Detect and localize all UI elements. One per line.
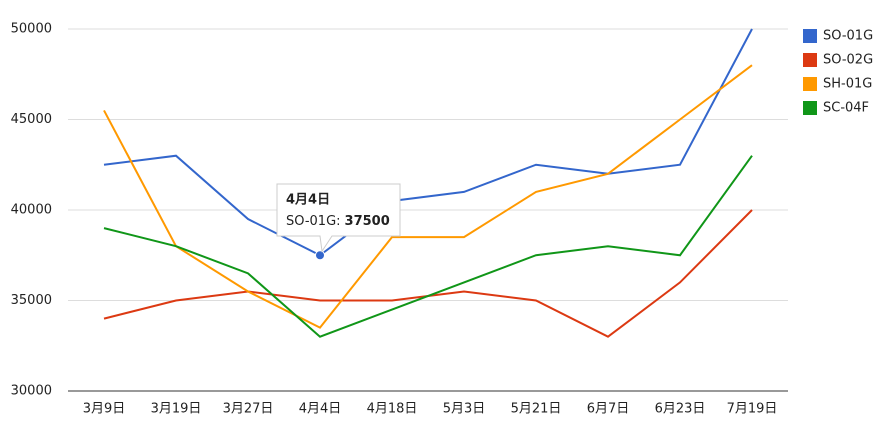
x-tick-label: 4月4日 xyxy=(299,402,342,417)
tooltip-box xyxy=(276,183,401,253)
series-line xyxy=(103,155,753,338)
legend-label: SC-04F xyxy=(823,101,869,116)
highlight-point xyxy=(315,250,325,261)
y-tick-label: 45000 xyxy=(11,112,52,127)
x-tick-label: 6月7日 xyxy=(587,402,630,417)
tooltip-label: SO-01G: 37500 xyxy=(286,214,390,229)
legend-label: SH-01G xyxy=(823,77,872,92)
x-tick-label: 3月27日 xyxy=(223,402,274,417)
series-line xyxy=(103,209,753,338)
y-tick-label: 30000 xyxy=(11,384,52,399)
tooltip-title: 4月4日 xyxy=(286,193,330,208)
x-tick-label: 5月3日 xyxy=(443,402,486,417)
legend-swatch xyxy=(803,53,817,67)
legend-swatch xyxy=(803,77,817,91)
x-tick-label: 6月23日 xyxy=(655,402,706,417)
x-tick-label: 7月19日 xyxy=(727,402,778,417)
legend-swatch xyxy=(803,101,817,115)
legend-label: SO-01G xyxy=(823,29,873,44)
tooltip-series: SO-01G: xyxy=(286,214,341,229)
legend-swatch xyxy=(803,29,817,43)
x-tick-label: 4月18日 xyxy=(367,402,418,417)
y-tick-label: 50000 xyxy=(11,22,52,37)
y-tick-label: 40000 xyxy=(11,203,52,218)
y-tick-label: 35000 xyxy=(11,293,52,308)
series-line xyxy=(103,64,753,329)
legend-label: SO-02G xyxy=(823,53,873,68)
tooltip-value: 37500 xyxy=(345,214,390,229)
x-tick-label: 3月19日 xyxy=(151,402,202,417)
tooltip: 4月4日 SO-01G: 37500 xyxy=(276,183,401,253)
series-line xyxy=(103,28,753,257)
x-tick-label: 3月9日 xyxy=(83,402,126,417)
x-tick-label: 5月21日 xyxy=(511,402,562,417)
